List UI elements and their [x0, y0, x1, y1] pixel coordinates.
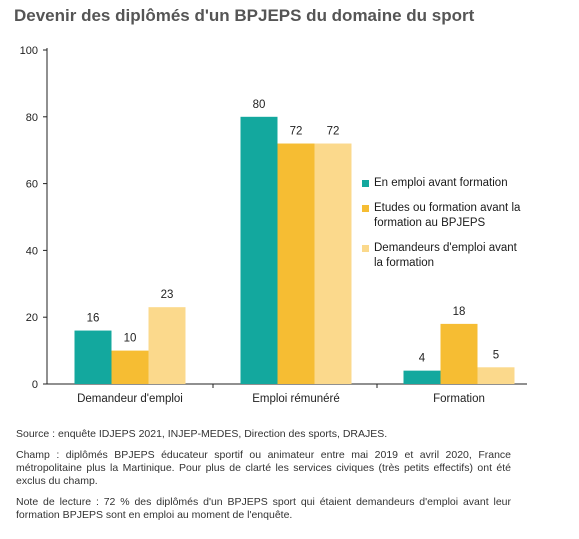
x-tick-label: Formation: [433, 393, 485, 405]
bar: [111, 350, 149, 384]
legend-item-1: Etudes ou formation avant la formation a…: [362, 201, 572, 231]
y-tick-label: 80: [26, 112, 38, 124]
chart-notes: Source : enquête IDJEPS 2021, INJEP-MEDE…: [16, 428, 511, 530]
legend-swatch-0: [362, 180, 369, 187]
y-tick-label: 0: [32, 379, 38, 391]
legend-item-0: En emploi avant formation: [362, 176, 572, 191]
chart-title: Devenir des diplômés d'un BPJEPS du doma…: [14, 6, 475, 25]
data-label: 5: [493, 349, 499, 361]
reading-note: Note de lecture : 72 % des diplômés d'un…: [16, 496, 511, 521]
y-tick-label: 60: [26, 179, 38, 191]
data-label: 23: [161, 289, 174, 301]
bar: [440, 323, 478, 384]
legend-label-2-line2: la formation: [374, 257, 435, 269]
bar: [148, 307, 186, 384]
data-label: 72: [290, 126, 303, 138]
data-label: 80: [253, 99, 266, 111]
legend-label-0-line1: En emploi avant formation: [374, 177, 508, 189]
bar-chart: 0 20 40 60 80 100 16 10 23 Demandeur d'emploi 80 7…: [20, 45, 527, 405]
data-label: 72: [327, 126, 340, 138]
data-label: 10: [124, 333, 137, 345]
legend-item-2: Demandeurs d'emploi avant la formation: [362, 241, 572, 271]
legend-label-1-line1: Etudes ou formation avant la: [374, 202, 521, 214]
y-tick-label: 20: [26, 312, 38, 324]
bar: [277, 143, 315, 384]
bar: [314, 143, 352, 384]
y-tick-label: 100: [20, 45, 38, 57]
x-tick-label: Demandeur d'emploi: [77, 393, 183, 405]
legend-label-1-line2: formation au BPJEPS: [374, 217, 486, 229]
data-label: 18: [453, 306, 466, 318]
legend-swatch-1: [362, 205, 369, 212]
legend-label-2-line1: Demandeurs d'emploi avant: [374, 242, 517, 254]
data-label: 4: [419, 353, 426, 365]
x-tick-label: Emploi rémunéré: [252, 393, 340, 405]
bar: [74, 330, 112, 384]
chart-legend: En emploi avant formation Etudes ou form…: [362, 176, 572, 281]
y-tick-label: 40: [26, 245, 38, 257]
champ-note: Champ : diplômés BPJEPS éducateur sporti…: [16, 449, 511, 487]
legend-swatch-2: [362, 245, 369, 252]
bar: [403, 370, 441, 384]
chart-labels: 16 10 23 Demandeur d'emploi 80 72 72 Emploi rém…: [77, 99, 499, 405]
bar: [240, 116, 278, 385]
bar: [477, 367, 515, 384]
data-label: 16: [87, 313, 100, 325]
source-note: Source : enquête IDJEPS 2021, INJEP-MEDE…: [16, 428, 388, 440]
chart-bars: [74, 116, 515, 385]
